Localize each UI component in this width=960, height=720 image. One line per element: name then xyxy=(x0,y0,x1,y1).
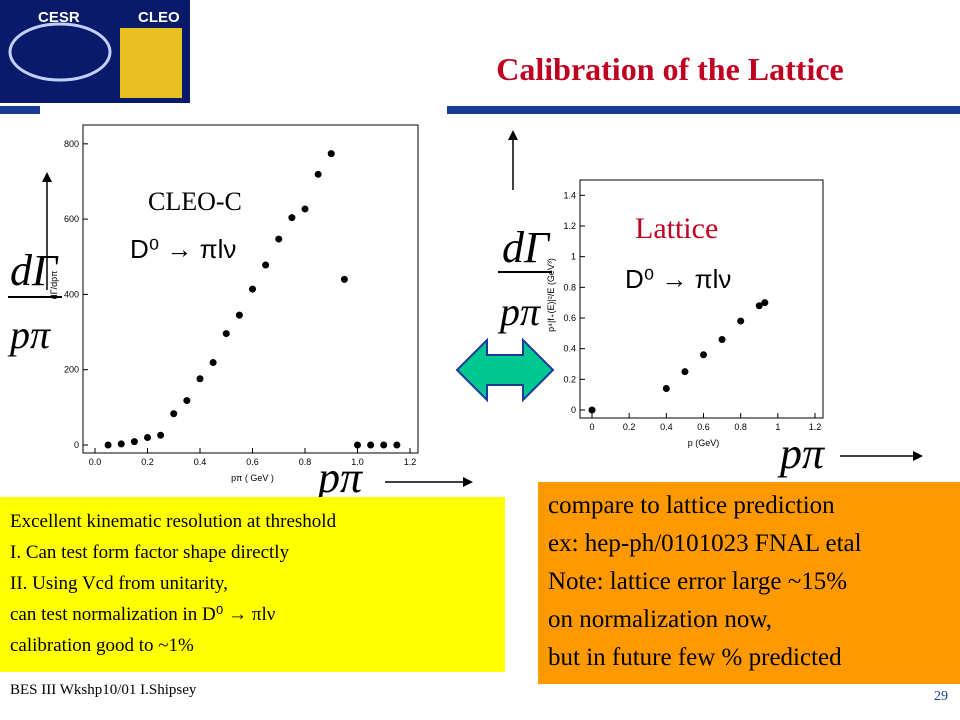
box-line: calibration good to ~1% xyxy=(10,635,194,656)
x-tick-label: 0.2 xyxy=(623,422,636,432)
data-point xyxy=(170,410,178,418)
x-tick-label: 1.0 xyxy=(351,457,364,467)
x-tick-label: 0.8 xyxy=(734,422,747,432)
y-axis-label: p⁴|f₊(E)|²/E (GeV³) xyxy=(546,258,556,332)
logo-detector xyxy=(120,28,182,98)
box-line: on normalization now, xyxy=(548,606,772,633)
y-axis-label: dΓ/dpπ xyxy=(49,271,59,300)
label: D⁰ → πlν xyxy=(625,264,731,294)
x-tick-label: 0 xyxy=(589,422,594,432)
data-point xyxy=(700,351,707,359)
right-box xyxy=(538,482,960,684)
x-tick-label: 1.2 xyxy=(809,422,822,432)
box-line: Excellent kinematic resolution at thresh… xyxy=(10,511,337,532)
title: Calibration of the Lattice xyxy=(496,51,844,87)
data-point xyxy=(393,441,401,449)
data-point xyxy=(367,441,375,449)
y-tick-label: 600 xyxy=(64,214,79,224)
data-point xyxy=(117,440,125,448)
label: Lattice xyxy=(635,212,718,245)
x-tick-label: 0.4 xyxy=(194,457,207,467)
y-tick-label: 0 xyxy=(571,405,576,415)
box-line: Note: lattice error large ~15% xyxy=(548,568,847,595)
rule xyxy=(447,106,960,114)
x-tick-label: 0.8 xyxy=(299,457,312,467)
data-point xyxy=(301,205,309,213)
footer: BES III Wkshp10/01 I.Shipsey xyxy=(10,682,197,698)
double-arrow xyxy=(455,337,555,403)
math: pπ xyxy=(777,429,826,478)
data-point xyxy=(755,302,763,310)
logo-text: CESR xyxy=(38,9,80,26)
x-axis-label: p (GeV) xyxy=(688,438,720,448)
y-tick-label: 0.4 xyxy=(563,344,576,354)
y-tick-label: 400 xyxy=(64,289,79,299)
y-tick-label: 0.2 xyxy=(563,374,576,384)
logo-ring xyxy=(8,22,112,82)
x-tick-label: 1 xyxy=(775,422,780,432)
x-tick-label: 0.2 xyxy=(141,457,154,467)
data-point xyxy=(340,275,348,283)
box-line: II. Using Vcd from unitarity, xyxy=(10,573,228,594)
data-point xyxy=(288,214,296,222)
math: dΓ xyxy=(502,223,551,272)
box-line: compare to lattice prediction xyxy=(548,492,835,519)
math: pπ xyxy=(7,312,51,357)
data-point xyxy=(380,441,388,449)
data-point xyxy=(130,438,138,446)
label: D⁰ → πlν xyxy=(130,234,236,264)
math: pπ xyxy=(497,289,541,334)
box-line: ex: hep-ph/0101023 FNAL etal xyxy=(548,530,862,557)
rule xyxy=(0,106,40,114)
data-point xyxy=(144,433,151,441)
data-point xyxy=(588,406,596,414)
box-line: can test normalization in D⁰ → πlν xyxy=(10,604,276,625)
data-point xyxy=(183,397,191,405)
label: CLEO-C xyxy=(148,187,242,216)
y-tick-label: 1.2 xyxy=(563,221,576,231)
data-point xyxy=(662,385,670,393)
data-point xyxy=(275,235,283,243)
y-tick-label: 1 xyxy=(571,252,576,262)
box-line: I. Can test form factor shape directly xyxy=(10,542,290,563)
y-tick-label: 0 xyxy=(74,440,79,450)
data-point xyxy=(249,285,256,293)
data-point xyxy=(222,330,230,338)
data-point xyxy=(761,299,769,307)
data-point xyxy=(235,311,243,319)
x-tick-label: 0.6 xyxy=(697,422,710,432)
data-point xyxy=(314,170,322,178)
x-axis-label: pπ ( GeV ) xyxy=(231,473,274,483)
data-point xyxy=(209,359,217,367)
plot-frame xyxy=(579,179,824,419)
logo-text: CLEO xyxy=(138,9,180,26)
y-tick-label: 0.6 xyxy=(563,313,576,323)
x-tick-label: 0.0 xyxy=(89,457,102,467)
data-point xyxy=(262,261,270,269)
data-point xyxy=(354,441,361,449)
y-tick-label: 800 xyxy=(64,139,79,149)
math: dΓ xyxy=(10,246,59,295)
x-tick-label: 0.4 xyxy=(660,422,673,432)
y-tick-label: 0.8 xyxy=(563,282,576,292)
data-point xyxy=(157,431,165,439)
y-tick-label: 200 xyxy=(64,365,79,375)
data-point xyxy=(327,150,335,158)
data-point xyxy=(737,317,745,325)
page-number: 29 xyxy=(934,689,948,704)
data-point xyxy=(196,375,204,383)
box-line: but in future few % predicted xyxy=(548,644,842,671)
data-point xyxy=(681,368,689,376)
x-tick-label: 1.2 xyxy=(404,457,417,467)
data-point xyxy=(104,441,112,449)
x-tick-label: 0.6 xyxy=(246,457,259,467)
data-point xyxy=(718,335,726,343)
left-box xyxy=(0,497,505,672)
y-tick-label: 1.4 xyxy=(563,190,576,200)
math: pπ xyxy=(315,453,364,502)
plot-frame xyxy=(82,124,419,454)
